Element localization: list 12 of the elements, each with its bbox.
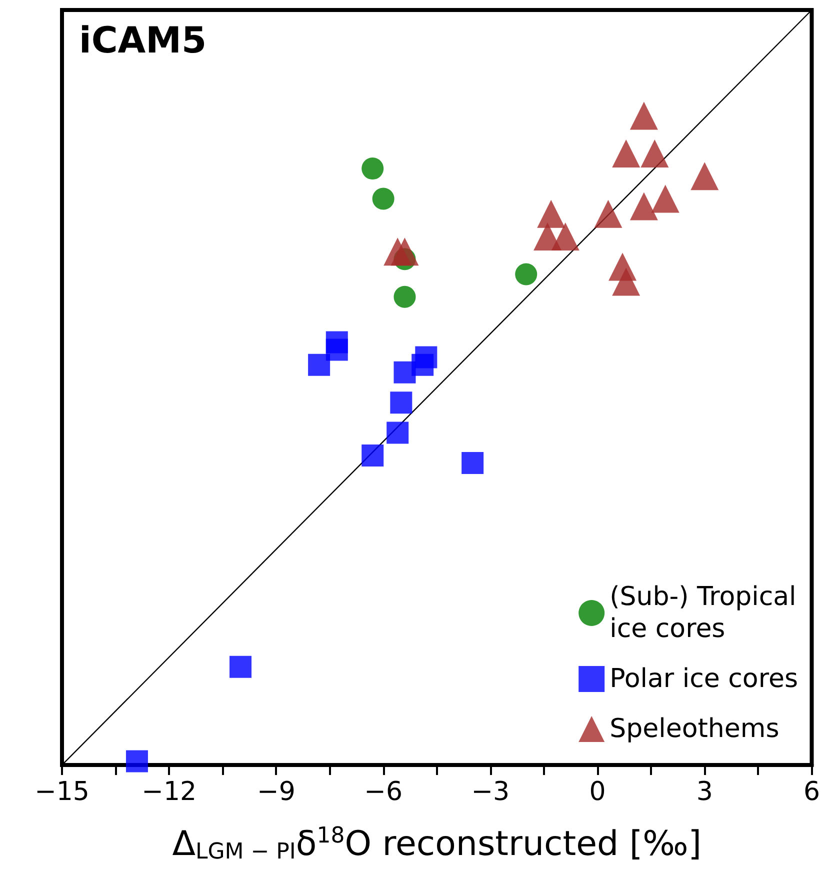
x-tick-label: −3 [471, 777, 510, 807]
x-tick-label: 3 [696, 777, 713, 807]
x-tick-label: −6 [364, 777, 402, 807]
legend-label: Speleothems [610, 714, 780, 744]
chart-title: iCAM5 [79, 20, 206, 62]
x-tick-label: 0 [589, 777, 606, 807]
x-tick-label: −15 [34, 777, 90, 807]
x-tick-label: −9 [257, 777, 296, 807]
x-tick-label: −12 [142, 777, 197, 807]
x-tick-label: 6 [803, 777, 820, 807]
legend-label: Polar ice cores [610, 664, 798, 694]
legend-label: (Sub-) Tropical ice cores [610, 582, 796, 644]
